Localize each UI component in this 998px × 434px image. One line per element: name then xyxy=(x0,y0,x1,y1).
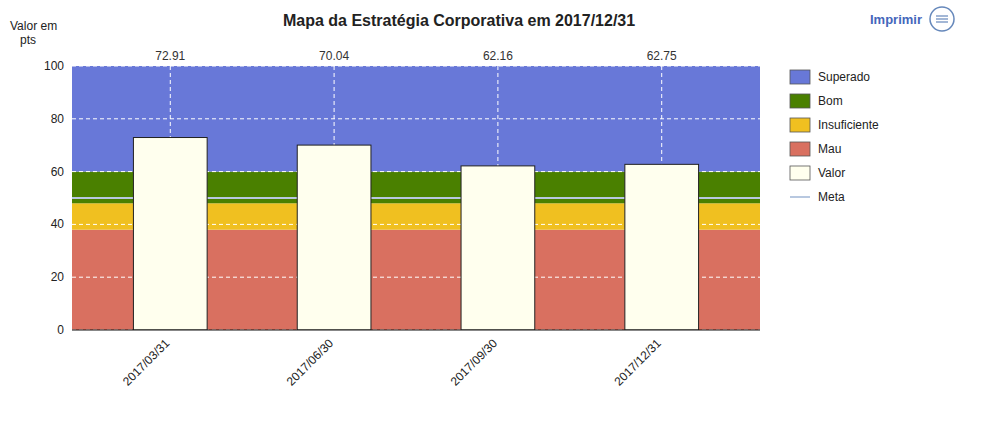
y-axis-label-line: pts xyxy=(10,33,36,47)
bar xyxy=(461,166,535,330)
title: Mapa da Estratégia Corporativa em 2017/1… xyxy=(283,12,635,29)
grid-line xyxy=(72,330,760,331)
legend-swatch xyxy=(790,142,810,156)
legend-label: Insuficiente xyxy=(818,118,879,132)
legend-label: Bom xyxy=(818,94,843,108)
y-tick-label: 100 xyxy=(44,59,64,73)
y-tick-label: 20 xyxy=(51,270,65,284)
y-tick-label: 0 xyxy=(57,323,64,337)
data-label: 62.75 xyxy=(647,49,677,63)
data-label: 62.16 xyxy=(483,49,513,63)
legend-label: Meta xyxy=(818,190,845,204)
x-tick-label: 2017/12/31 xyxy=(611,336,664,389)
print-icon[interactable] xyxy=(930,7,954,31)
legend-label: Superado xyxy=(818,70,870,84)
y-axis-label: Valor em pts xyxy=(10,19,57,47)
y-tick-label: 40 xyxy=(51,217,65,231)
grid-line xyxy=(72,66,760,67)
print-icon-line[interactable] xyxy=(936,15,948,16)
plot-area xyxy=(72,66,760,330)
legend-swatch xyxy=(790,94,810,108)
legend-label: Valor xyxy=(818,166,845,180)
bar xyxy=(297,145,371,330)
legend-swatch xyxy=(790,196,810,198)
y-axis-label-line: Valor em xyxy=(10,19,57,33)
print-button-label[interactable]: Imprimir xyxy=(870,12,922,27)
chart: 72.91 70.04 62.16 62.75 2017/03/31 2017/06/30… xyxy=(0,0,998,434)
grid-line xyxy=(72,118,760,119)
legend-label: Mau xyxy=(818,142,841,156)
x-tick-label: 2017/06/30 xyxy=(284,336,337,389)
y-tick-label: 80 xyxy=(51,112,65,126)
legend-swatch xyxy=(790,70,810,84)
y-tick-label: 60 xyxy=(51,165,65,179)
bar xyxy=(625,164,699,330)
print-icon-line[interactable] xyxy=(936,21,948,22)
data-label: 72.91 xyxy=(155,49,185,63)
bar xyxy=(133,138,207,330)
legend-swatch xyxy=(790,166,810,180)
legend-swatch xyxy=(790,118,810,132)
legend: Superado Bom Insuficiente Mau Valor Meta xyxy=(790,70,879,204)
x-axis-line xyxy=(72,329,760,330)
print-button[interactable]: Imprimir xyxy=(870,7,954,31)
print-icon-line[interactable] xyxy=(936,18,948,19)
x-tick-label: 2017/03/31 xyxy=(120,336,173,389)
x-tick-label: 2017/09/30 xyxy=(448,336,501,389)
data-label: 70.04 xyxy=(319,49,349,63)
